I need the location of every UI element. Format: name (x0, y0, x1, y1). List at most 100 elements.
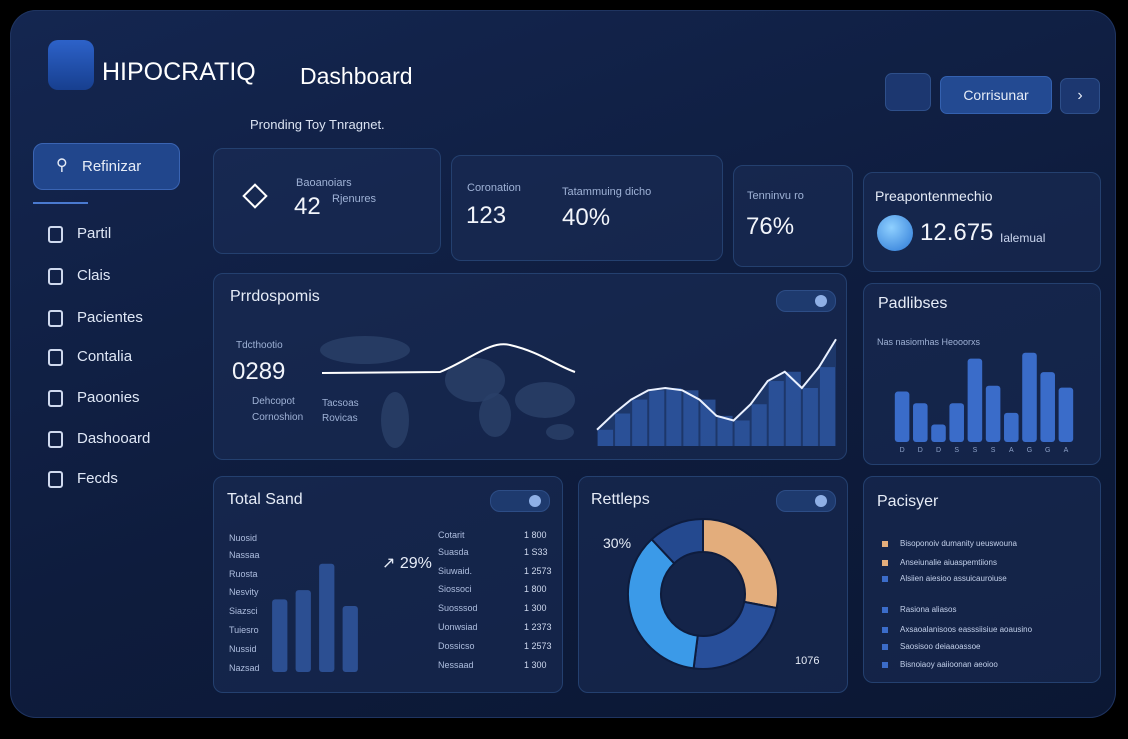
x-tick-label: G (1027, 447, 1032, 454)
nav-icon (48, 268, 63, 285)
bar (1022, 352, 1037, 442)
bullet (882, 627, 888, 633)
page-title: Dashboard (300, 63, 413, 89)
area-line (596, 338, 837, 431)
table-cell: Suasda (438, 547, 469, 557)
subtitle: Pronding Toy Tnragnet. (250, 117, 385, 132)
nav-icon (48, 471, 63, 488)
table-cell: 1 800 (524, 530, 547, 540)
nav-item[interactable]: Fecds (77, 470, 118, 487)
bar (319, 563, 335, 672)
nav-item[interactable]: Paoonies (77, 389, 140, 406)
note: Tacsoas (322, 398, 359, 409)
x-tick-label: D (936, 447, 941, 454)
stat-card: Preapontenmechio 12.675 Ialemual (863, 172, 1101, 272)
nav-item[interactable]: Dashooard (77, 430, 151, 447)
patients-panel: Pacisyer Bisoponoiv dumanity ueuswouna An… (863, 476, 1101, 683)
divider (33, 202, 88, 204)
toggle[interactable] (776, 290, 836, 312)
stat-card: Baoanoiars 42 Rjenures (213, 148, 441, 254)
donut-segment (692, 600, 778, 670)
bar (1040, 372, 1055, 442)
list-item: Alsiien aiesioo assuicauroiuse (900, 574, 1007, 583)
bullet (882, 541, 888, 547)
nav-item[interactable]: Partil (77, 225, 112, 242)
toggle[interactable] (490, 490, 550, 512)
stat-card: Tenninvu ro 76% (733, 165, 853, 267)
area-column (717, 415, 733, 446)
row-label: Ruosta (229, 569, 258, 579)
stat-note: Rjenures (332, 193, 377, 205)
bar (967, 358, 983, 442)
nav-item[interactable]: Clais (77, 267, 111, 284)
map-shape (546, 424, 574, 440)
bullet (882, 576, 888, 582)
nav-icon (48, 349, 63, 366)
table-cell: Cotarit (438, 530, 465, 540)
table-cell: 1 300 (524, 603, 547, 613)
row-label: Nazsad (229, 663, 260, 673)
panel-title: Pacisyer (877, 493, 939, 510)
legend-item: Dehcopot (252, 396, 295, 407)
bar (913, 403, 928, 442)
bullet (882, 662, 888, 668)
row-label: Nesvity (229, 587, 259, 597)
list-item: Bisoponoiv dumanity ueuswouna (900, 539, 1017, 548)
bar (949, 403, 964, 442)
stat-label: Preapontenmechio (875, 188, 993, 204)
area-column (751, 404, 767, 446)
change: ↗ 29% (382, 553, 432, 573)
x-tick-label: G (1045, 447, 1050, 454)
row-label: Nassaa (229, 550, 260, 560)
area-column (649, 390, 665, 446)
x-tick-label: A (1009, 447, 1014, 454)
area-column (819, 367, 835, 446)
search-label: Refinizar (82, 158, 142, 175)
area-column (768, 381, 784, 446)
list-item: Anseiunalie aiuaspemtiions (900, 558, 997, 567)
table-cell: 1 2373 (524, 622, 552, 632)
sales-panel: Total Sand ↗ 29% Nuosid Nassaa Ruosta Nesvi… (213, 476, 563, 693)
area-column (734, 420, 750, 446)
stat-value: 76% (746, 213, 795, 240)
map-shape (515, 382, 575, 418)
area-column (598, 429, 614, 446)
nav-icon (48, 226, 63, 243)
bullet (882, 607, 888, 613)
nav-item[interactable]: Contalia (77, 348, 133, 365)
bar (342, 606, 358, 672)
table-cell: 1 2573 (524, 641, 552, 651)
table-cell: Uonwsiad (438, 622, 478, 632)
stat-value: 42 (294, 193, 321, 220)
nav-item[interactable]: Pacientes (77, 309, 143, 326)
table-cell: Siuwaid. (438, 566, 473, 576)
toggle[interactable] (776, 490, 836, 512)
bullet (882, 560, 888, 566)
stat-value: 123 (466, 202, 507, 229)
nav-icon (48, 390, 63, 407)
donut-segment (627, 537, 699, 670)
x-tick-label: S (954, 447, 959, 454)
action-button[interactable]: Corrisunar (940, 76, 1052, 114)
map-shape (381, 392, 409, 448)
stat-label: Tatammuing dicho (562, 186, 652, 198)
arrow: ↗ (382, 555, 400, 572)
stat-label: Coronation (467, 182, 521, 194)
row-label: Siazsci (229, 606, 258, 616)
icon-button[interactable] (885, 73, 931, 111)
legend-item: Cornoshion (252, 412, 304, 423)
table-cell: Dossicso (438, 641, 475, 651)
total: 1076 (795, 655, 820, 667)
stat-value: 12.675 (920, 219, 994, 246)
area-column (666, 388, 682, 446)
search-button[interactable]: Refinizar ⚲ (33, 143, 180, 190)
panel-title: Padlibses (878, 295, 948, 312)
area-column (785, 371, 801, 446)
row-label: Tuiesro (229, 625, 259, 635)
next-button[interactable]: › (1060, 78, 1100, 114)
bar (894, 391, 910, 442)
bar (295, 590, 311, 672)
brand: HIPOCRATIQ (102, 58, 256, 86)
bar (1004, 412, 1019, 442)
